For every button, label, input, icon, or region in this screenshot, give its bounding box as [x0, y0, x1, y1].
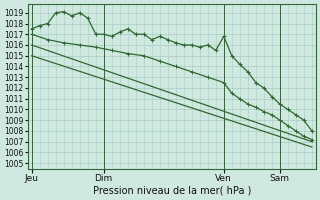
X-axis label: Pression niveau de la mer( hPa ): Pression niveau de la mer( hPa ) [92, 186, 251, 196]
